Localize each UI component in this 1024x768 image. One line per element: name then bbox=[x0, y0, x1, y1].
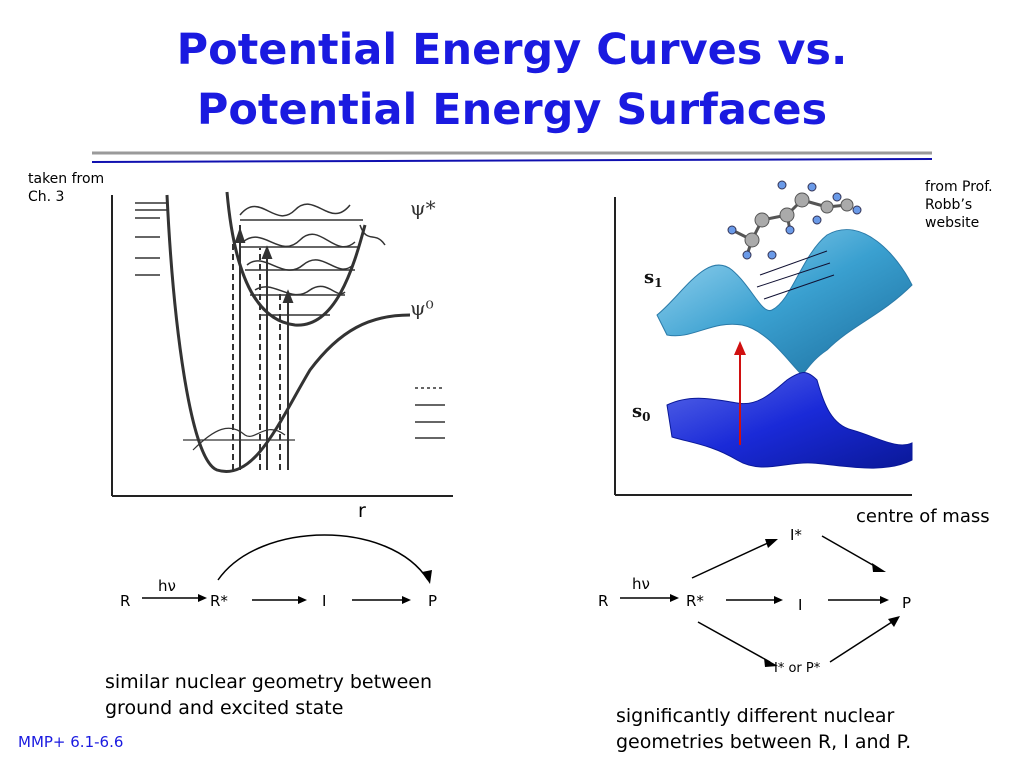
excitation-arrow-head bbox=[734, 341, 746, 355]
right-source-line3: website bbox=[925, 215, 980, 231]
left-caption-line2: ground and excited state bbox=[105, 697, 344, 719]
footer-reference: MMP+ 6.1-6.6 bbox=[18, 733, 124, 751]
left-scheme-Rstar: R* bbox=[210, 592, 228, 610]
slide-title-line2: Potential Energy Surfaces bbox=[196, 85, 828, 135]
left-caption: similar nuclear geometry between ground … bbox=[105, 669, 432, 721]
left-scheme-arc bbox=[217, 534, 429, 581]
left-caption-line1: similar nuclear geometry between bbox=[105, 671, 433, 693]
right-scheme-R: R bbox=[598, 592, 608, 610]
left-source-note: taken from Ch. 3 bbox=[28, 170, 104, 206]
potential-energy-curves: ψ* ψ⁰ bbox=[111, 191, 453, 497]
left-source-line2: Ch. 3 bbox=[28, 189, 65, 205]
left-reaction-scheme: R hν R* I P bbox=[120, 534, 437, 610]
left-source-line1: taken from bbox=[28, 171, 105, 187]
right-scheme-hv: hν bbox=[632, 575, 650, 593]
right-source-note: from Prof. Robb’s website bbox=[925, 178, 993, 232]
right-source-line1: from Prof. bbox=[925, 179, 993, 195]
right-caption-line2: geometries between R, I and P. bbox=[616, 731, 912, 753]
right-scheme-IstarOrPstar: I* or P* bbox=[774, 661, 821, 676]
title-divider bbox=[91, 151, 933, 163]
left-scheme-I: I bbox=[322, 592, 326, 610]
pe-energy-levels-right bbox=[415, 387, 445, 439]
pes-axis-label: centre of mass bbox=[856, 506, 990, 527]
s0-surface bbox=[666, 372, 913, 469]
right-scheme-P: P bbox=[902, 594, 911, 612]
pe-r-axis-label: r bbox=[358, 500, 366, 522]
left-scheme-hv: hν bbox=[158, 577, 176, 595]
ground-state-curve bbox=[165, 194, 411, 473]
psi-star-label: ψ* bbox=[410, 196, 436, 220]
pe-energy-levels-left bbox=[135, 202, 167, 276]
potential-energy-surfaces: s1 s0 bbox=[614, 180, 913, 496]
s1-contour-lines bbox=[756, 250, 835, 300]
slide-title-line1: Potential Energy Curves vs. bbox=[176, 25, 848, 75]
excited-vibrational-levels bbox=[239, 203, 386, 316]
right-source-line2: Robb’s bbox=[925, 197, 973, 213]
right-scheme-Istar: I* bbox=[790, 526, 802, 544]
right-caption-line1: significantly different nuclear bbox=[616, 705, 895, 727]
right-scheme-Rstar: R* bbox=[686, 592, 704, 610]
vertical-transitions bbox=[232, 225, 294, 470]
left-scheme-R: R bbox=[120, 592, 130, 610]
s0-label: s0 bbox=[632, 401, 651, 424]
right-caption: significantly different nuclear geometri… bbox=[616, 703, 911, 755]
s1-surface bbox=[656, 229, 913, 376]
right-reaction-scheme: R hν R* I* I P I* or P* bbox=[598, 526, 911, 676]
excited-state-curve bbox=[225, 191, 367, 327]
s1-label: s1 bbox=[644, 267, 663, 290]
psi-zero-label: ψ⁰ bbox=[410, 296, 434, 320]
right-scheme-I: I bbox=[798, 596, 802, 614]
left-scheme-P: P bbox=[428, 592, 437, 610]
molecule-model bbox=[727, 180, 862, 260]
